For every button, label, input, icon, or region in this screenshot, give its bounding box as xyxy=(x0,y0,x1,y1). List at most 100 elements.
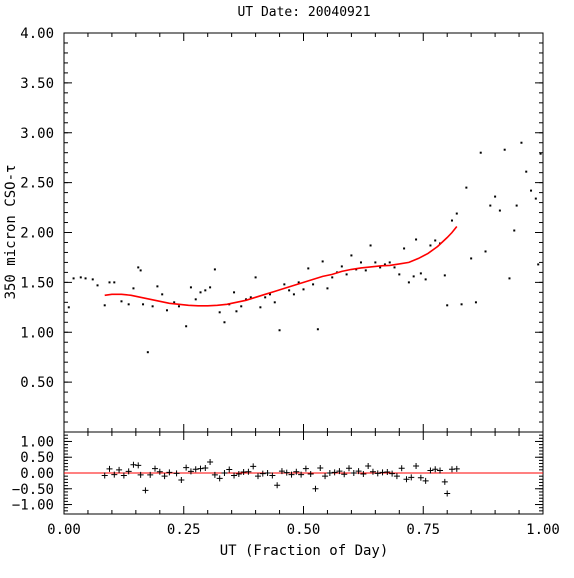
residual-point xyxy=(413,463,420,470)
x-axis-label: UT (Fraction of Day) xyxy=(220,543,389,559)
data-point xyxy=(412,275,415,278)
residual-point xyxy=(355,468,362,475)
data-point xyxy=(345,273,348,276)
data-point xyxy=(508,277,511,280)
data-point xyxy=(331,276,334,279)
data-point xyxy=(470,257,473,260)
data-point xyxy=(379,266,382,269)
residual-point xyxy=(293,468,300,475)
data-point xyxy=(489,204,492,207)
data-point xyxy=(460,303,463,306)
residual-point xyxy=(120,472,127,479)
y-tick-label: 1.00 xyxy=(20,325,54,341)
data-point xyxy=(264,296,267,299)
residual-point xyxy=(422,477,429,484)
data-point xyxy=(218,311,221,314)
data-point xyxy=(326,287,329,290)
residual-point xyxy=(312,485,319,492)
data-point xyxy=(321,260,324,263)
data-point xyxy=(156,285,159,288)
residual-point xyxy=(346,465,353,472)
data-point xyxy=(79,276,82,279)
data-point xyxy=(312,283,315,286)
data-point xyxy=(530,189,533,192)
x-tick-label: 0.00 xyxy=(47,522,81,538)
residual-point xyxy=(441,478,448,485)
data-point xyxy=(302,288,305,291)
data-point xyxy=(113,281,116,284)
main-plot-panel: 4.00 3.50 3.00 2.50 2.00 1.50 1.00 0.50 xyxy=(20,26,544,433)
residual-point xyxy=(408,474,415,481)
x-tick-label: 0.75 xyxy=(406,522,440,538)
chart-title: UT Date: 20040921 xyxy=(237,5,370,20)
y-tick-label: 1.00 xyxy=(20,434,54,450)
residual-point xyxy=(142,487,149,494)
data-point xyxy=(161,293,164,296)
data-point xyxy=(233,291,236,294)
data-point xyxy=(450,219,453,222)
x-tick-label: 0.25 xyxy=(167,522,201,538)
data-point xyxy=(103,304,106,307)
data-point xyxy=(369,244,372,247)
residual-point xyxy=(111,471,118,478)
data-point xyxy=(209,286,212,289)
data-point xyxy=(146,351,149,354)
data-point xyxy=(403,247,406,250)
data-point xyxy=(127,303,130,306)
data-point xyxy=(479,151,482,154)
data-point xyxy=(415,238,418,241)
data-point xyxy=(199,291,202,294)
data-point xyxy=(194,298,197,301)
data-point xyxy=(108,281,111,284)
residual-point xyxy=(369,468,376,475)
residual-point xyxy=(269,472,276,479)
data-point xyxy=(91,278,94,281)
residual-point xyxy=(336,468,343,475)
data-point xyxy=(235,310,238,313)
data-point xyxy=(316,328,319,331)
residual-point xyxy=(302,465,309,472)
residual-point xyxy=(259,470,266,477)
data-point xyxy=(292,293,295,296)
data-point xyxy=(137,266,140,269)
data-point xyxy=(424,278,427,281)
residual-point xyxy=(403,476,410,483)
data-point xyxy=(537,263,540,266)
residual-point xyxy=(453,465,460,472)
y-tick-label: 1.50 xyxy=(20,275,54,291)
residual-point xyxy=(278,468,285,475)
data-point xyxy=(223,321,226,324)
residual-point xyxy=(427,467,434,474)
residual-plot-panel: 1.000.500.00−0.50−1.000.00 0.25 0.50 0.75 1.… xyxy=(12,431,560,538)
y-tick-label: 4.00 xyxy=(20,26,54,42)
data-point xyxy=(374,261,377,264)
residual-point xyxy=(341,471,348,478)
data-point xyxy=(185,325,188,328)
data-point xyxy=(240,305,243,308)
y-tick-label: 3.00 xyxy=(20,126,54,142)
data-point xyxy=(503,148,506,151)
data-point xyxy=(340,265,343,268)
data-point xyxy=(520,141,523,144)
data-point xyxy=(525,170,528,173)
residual-point xyxy=(326,470,333,476)
residual-point xyxy=(101,472,108,479)
residual-point xyxy=(365,463,372,470)
data-point xyxy=(484,250,487,253)
residual-point xyxy=(178,476,185,483)
residual-point xyxy=(152,465,159,472)
data-point xyxy=(455,212,458,215)
data-point xyxy=(288,289,291,292)
residual-point xyxy=(393,473,400,480)
residual-point xyxy=(288,471,295,478)
data-point xyxy=(350,254,353,257)
residual-point xyxy=(231,472,238,479)
data-point xyxy=(498,209,501,212)
residual-point xyxy=(398,465,405,472)
residual-point xyxy=(417,474,424,481)
data-point xyxy=(268,293,271,296)
data-point xyxy=(398,273,401,276)
residual-point xyxy=(137,471,144,478)
plot-frame xyxy=(63,32,544,433)
data-point xyxy=(283,283,286,286)
